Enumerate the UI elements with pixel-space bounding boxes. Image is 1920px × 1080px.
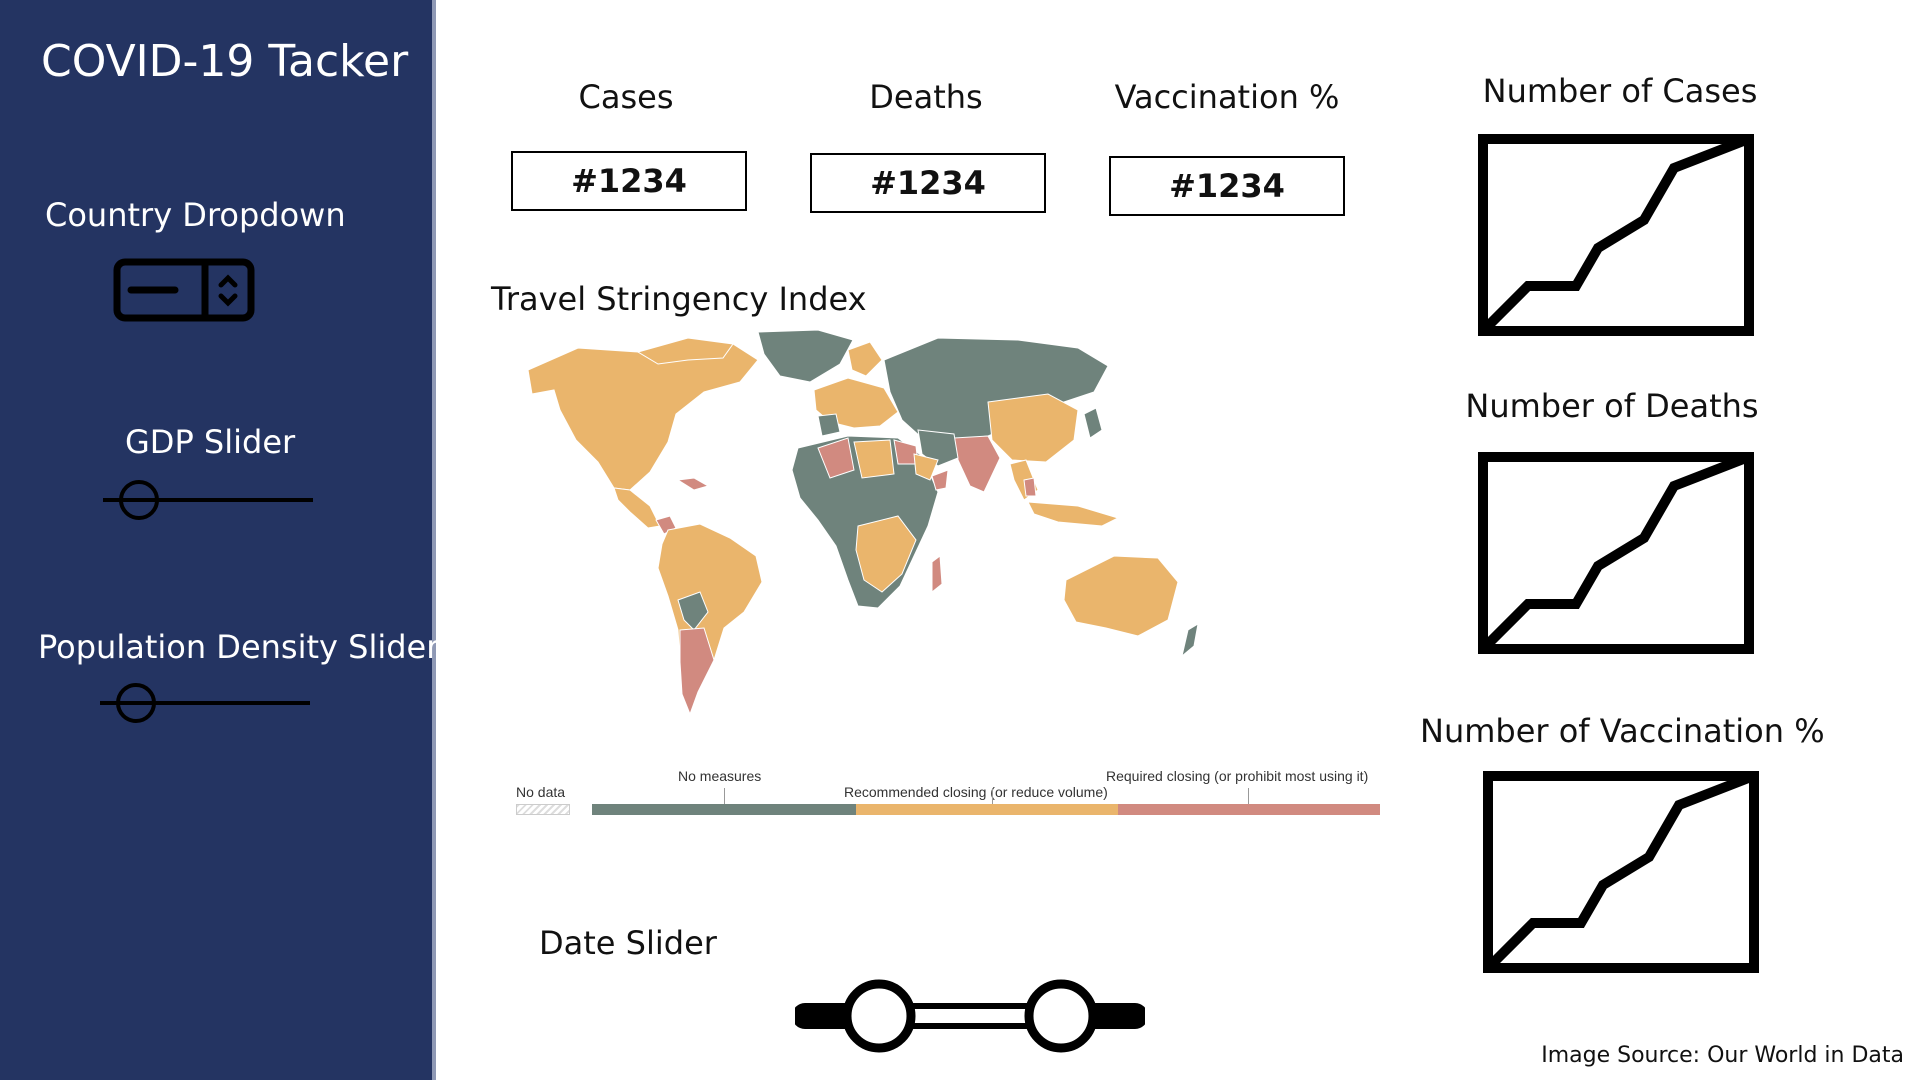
legend-no-measures-label: No measures xyxy=(678,768,762,784)
population-density-slider-track[interactable] xyxy=(100,701,310,705)
map-legend: No data No measures Recommended closing … xyxy=(516,760,1396,820)
north-america-region xyxy=(527,330,854,535)
world-map xyxy=(527,330,1199,716)
cases-chart-title: Number of Cases xyxy=(1482,72,1758,110)
vaccination-label: Vaccination % xyxy=(1114,78,1340,116)
date-slider-start-thumb[interactable] xyxy=(842,979,916,1053)
legend-no-data-swatch xyxy=(516,804,570,815)
legend-bar-required xyxy=(1118,804,1380,815)
legend-tick xyxy=(992,788,993,804)
cases-label: Cases xyxy=(578,78,674,116)
legend-bar-no-measures xyxy=(592,804,856,815)
legend-required-label: Required closing (or prohibit most using… xyxy=(1106,768,1369,784)
legend-no-data-label: No data xyxy=(516,784,566,800)
gdp-slider-thumb[interactable] xyxy=(118,480,159,520)
cases-value: #1234 xyxy=(511,151,747,211)
dropdown-icon[interactable] xyxy=(113,258,255,322)
deaths-value: #1234 xyxy=(810,153,1046,213)
gdp-slider-track[interactable] xyxy=(103,498,313,502)
vaccination-value: #1234 xyxy=(1109,156,1345,216)
population-density-slider-label: Population Density Slider xyxy=(38,628,440,666)
country-dropdown-label: Country Dropdown xyxy=(45,196,346,234)
deaths-chart-title: Number of Deaths xyxy=(1465,387,1759,425)
legend-bar-recommended xyxy=(856,804,1118,815)
sidebar: COVID-19 Tacker Country Dropdown GDP Sli… xyxy=(0,0,440,1080)
legend-tick xyxy=(1248,788,1249,804)
gdp-slider-label: GDP Slider xyxy=(125,423,296,461)
population-density-slider[interactable] xyxy=(100,681,310,725)
legend-tick xyxy=(724,788,725,804)
date-slider-end-thumb[interactable] xyxy=(1024,979,1098,1053)
app-title: COVID-19 Tacker xyxy=(41,36,409,87)
europe-africa-region xyxy=(791,341,943,609)
population-density-slider-thumb[interactable] xyxy=(115,683,156,723)
line-chart-icon xyxy=(1478,134,1754,336)
date-slider-range xyxy=(885,1009,1055,1023)
image-source-credit: Image Source: Our World in Data xyxy=(1541,1043,1904,1068)
legend-recommended-label: Recommended closing (or reduce volume) xyxy=(844,784,1108,800)
line-chart-icon xyxy=(1483,771,1759,973)
asia-region xyxy=(883,337,1120,527)
line-chart-icon xyxy=(1478,452,1754,654)
date-slider-label: Date Slider xyxy=(539,924,717,962)
deaths-label: Deaths xyxy=(869,78,983,116)
oceania-region xyxy=(1063,555,1199,658)
south-america-region xyxy=(657,523,763,716)
gdp-slider[interactable] xyxy=(103,478,313,522)
date-slider[interactable] xyxy=(795,976,1145,1056)
vaccination-chart-title: Number of Vaccination % xyxy=(1420,712,1825,750)
map-title: Travel Stringency Index xyxy=(491,280,867,318)
